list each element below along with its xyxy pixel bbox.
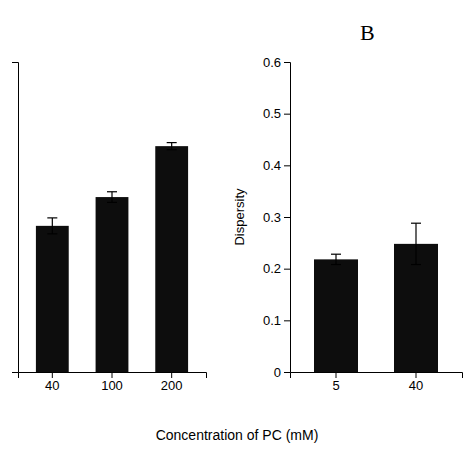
x-tick-label: 100 [101,378,123,393]
y-axis-line [12,63,19,373]
error-bar [107,192,117,203]
x-tick: 40 [45,372,59,393]
x-tick-mark [52,372,53,378]
x-axis-title: Concentration of PC (mM) [156,427,319,443]
error-bar-cap [411,264,421,265]
y-tick-label: 0.3 [263,210,281,225]
x-tick-mark [112,372,113,378]
bar [155,146,188,372]
y-tick-label: 0.1 [263,313,281,328]
y-tick: 0.1 [263,313,290,328]
x-axis: 5 40 [291,372,463,393]
chart-root: 40100200Concentration of PC (mM)54000.10… [0,0,474,474]
error-bar-cap [331,264,341,265]
error-bar-cap [167,142,177,143]
y-axis: 0 0.1 0.2 0.3 0.4 0.5 0.6 [263,55,291,380]
y-axis [12,63,19,373]
error-bar-stem [335,254,336,264]
panel: 5 40 0 0.1 0.2 0.3 0.4 0.5 0.6 Dispersity B [232,20,463,393]
x-tick-mark [171,372,172,378]
error-bar-stem [415,223,416,264]
y-tick-mark [284,62,290,63]
panel: 40 100 200 [12,63,207,394]
error-bar-cap [107,202,117,203]
y-tick-label: 0 [274,365,281,380]
y-tick-label: 0.2 [263,261,281,276]
y-tick-label: 0.4 [263,158,281,173]
error-bar-cap [331,254,341,255]
y-tick-label: 0.5 [263,106,281,121]
y-axis-title: Dispersity [232,188,247,246]
x-tick: 40 [409,372,423,393]
error-bar-cap [167,149,177,150]
error-bar-cap [411,223,421,224]
x-axis-line [19,373,207,379]
y-tick: 0 [274,365,290,380]
error-bar-cap [47,217,57,218]
y-tick: 0.5 [263,106,290,121]
y-tick-mark [284,269,290,270]
error-bar-cap [47,233,57,234]
x-tick-label: 5 [332,378,339,393]
y-tick-mark [284,114,290,115]
y-tick-mark [284,217,290,218]
y-tick: 0.4 [263,158,290,173]
x-axis-line [291,373,463,379]
error-bar-stem [52,218,53,234]
error-bar [167,143,177,150]
x-tick: 200 [161,372,183,393]
error-bar-stem [171,143,172,150]
panel-title: B [360,20,375,45]
y-tick-mark [284,320,290,321]
y-tick: 0.3 [263,210,290,225]
x-tick-label: 200 [161,378,183,393]
bar [96,197,129,372]
x-tick-label: 40 [45,378,59,393]
y-tick: 0.2 [263,261,290,276]
plot-area [314,223,438,372]
x-tick-mark [336,372,337,378]
error-bar [331,254,341,264]
bar [36,226,69,372]
x-tick: 5 [332,372,339,393]
y-tick: 0.6 [263,55,290,70]
error-bar-cap [107,191,117,192]
x-tick: 100 [101,372,123,393]
bar [314,259,358,372]
error-bar-stem [111,192,112,203]
x-tick-label: 40 [409,378,423,393]
x-axis: 40 100 200 [19,372,207,393]
y-tick-mark [284,372,290,373]
error-bar [47,218,57,234]
plot-area [36,143,188,372]
y-axis-line [284,63,291,373]
error-bar [411,223,421,264]
y-tick-label: 0.6 [263,55,281,70]
x-tick-mark [416,372,417,378]
y-tick-mark [284,165,290,166]
